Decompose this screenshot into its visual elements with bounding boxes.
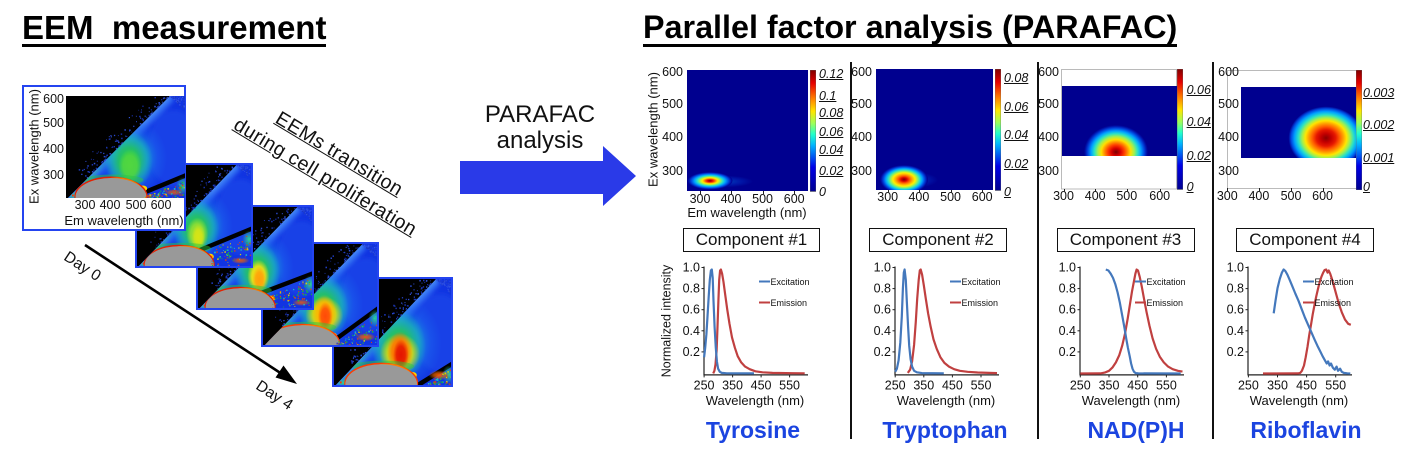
svg-text:450: 450 [942,379,963,393]
svg-text:1.0: 1.0 [683,261,700,275]
svg-text:Emission: Emission [771,298,808,308]
svg-text:250: 250 [885,379,906,393]
svg-text:0.8: 0.8 [1226,282,1243,296]
svg-text:0.4: 0.4 [1226,324,1243,338]
svg-text:550: 550 [780,379,801,393]
svg-text:1.0: 1.0 [1058,261,1075,275]
svg-text:350: 350 [1098,379,1119,393]
svg-text:350: 350 [1267,379,1288,393]
svg-text:Excitation: Excitation [771,277,810,287]
svg-text:Emission: Emission [1146,298,1183,308]
svg-text:0.8: 0.8 [874,282,891,296]
svg-text:Emission: Emission [1314,298,1351,308]
svg-text:0.2: 0.2 [874,345,891,359]
svg-text:0.6: 0.6 [1058,303,1075,317]
svg-text:1.0: 1.0 [1226,261,1243,275]
svg-text:550: 550 [1156,379,1177,393]
svg-text:Excitation: Excitation [1146,277,1185,287]
svg-text:450: 450 [751,379,772,393]
svg-text:0.8: 0.8 [1058,282,1075,296]
svg-text:Excitation: Excitation [962,277,1001,287]
svg-text:0.4: 0.4 [683,324,700,338]
svg-text:450: 450 [1127,379,1148,393]
svg-text:Excitation: Excitation [1314,277,1353,287]
svg-text:450: 450 [1296,379,1317,393]
svg-text:0.2: 0.2 [1058,345,1075,359]
svg-text:550: 550 [971,379,992,393]
svg-text:Normalized intensity: Normalized intensity [660,264,674,377]
svg-text:1.0: 1.0 [874,261,891,275]
svg-text:250: 250 [1238,379,1259,393]
svg-text:Wavelength (nm): Wavelength (nm) [897,393,996,408]
svg-text:0.2: 0.2 [683,345,700,359]
svg-text:0.8: 0.8 [683,282,700,296]
svg-text:0.2: 0.2 [1226,345,1243,359]
svg-text:250: 250 [1070,379,1091,393]
svg-text:550: 550 [1325,379,1346,393]
svg-text:Emission: Emission [962,298,999,308]
svg-text:350: 350 [723,379,744,393]
svg-text:Wavelength (nm): Wavelength (nm) [1081,393,1180,408]
svg-text:0.6: 0.6 [1226,303,1243,317]
svg-text:250: 250 [694,379,715,393]
svg-text:0.4: 0.4 [1058,324,1075,338]
svg-text:Wavelength (nm): Wavelength (nm) [1249,393,1348,408]
svg-text:0.4: 0.4 [874,324,891,338]
svg-text:350: 350 [914,379,935,393]
svg-text:0.6: 0.6 [683,303,700,317]
svg-text:Wavelength (nm): Wavelength (nm) [706,393,805,408]
svg-text:0.6: 0.6 [874,303,891,317]
